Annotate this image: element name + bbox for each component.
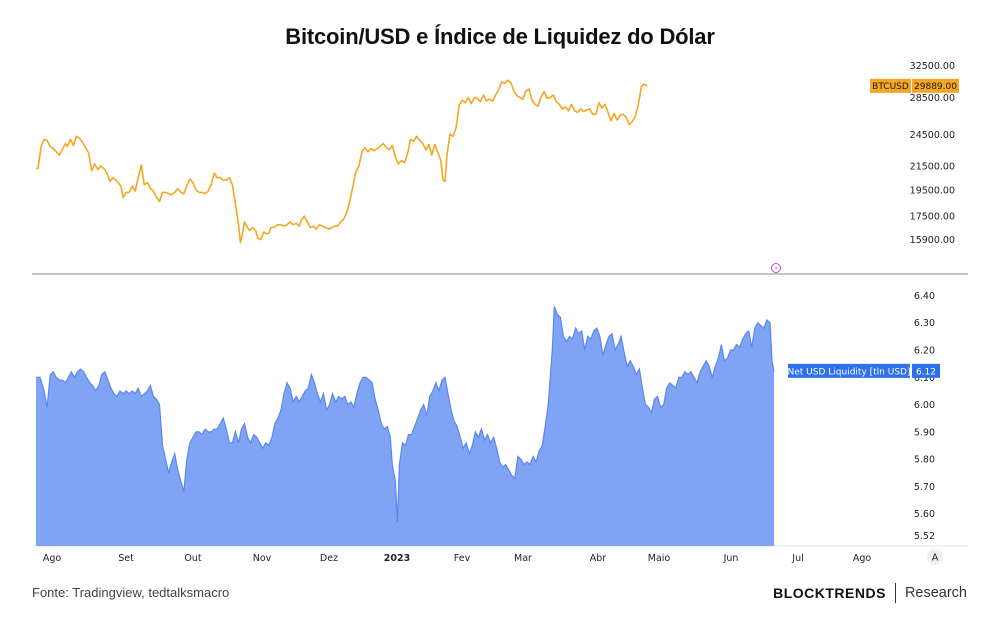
brand-name: BLOCKTRENDS: [773, 585, 886, 601]
source-note: Fonte: Tradingview, tedtalksmacro: [32, 585, 230, 600]
btc-y-tick-label: 15900.00: [910, 235, 955, 246]
x-tick-label: Out: [184, 553, 201, 564]
btc-series-tag: [870, 78, 911, 93]
brand-separator: [894, 583, 896, 603]
chart-title: Bitcoin/USD e Índice de Liquidez do Dóla…: [285, 24, 715, 49]
btc-y-tick-label: 32500.00: [910, 61, 955, 72]
x-tick-label: Dez: [320, 553, 338, 564]
btc-last-value: 29889.00: [914, 82, 957, 92]
brand-unit: Research: [904, 585, 967, 601]
liquidity-area: [36, 306, 774, 546]
btc-y-tick-label: 28500.00: [910, 93, 955, 104]
btc-y-tick-label: 17500.00: [910, 212, 955, 223]
liquidity-series-name: Net USD Liquidity [tln USD]: [788, 367, 911, 377]
x-tick-label: Maio: [648, 553, 671, 564]
auto-scale-label: A: [932, 553, 939, 564]
liquidity-line: [36, 306, 775, 522]
liquidity-y-tick-label: 5.60: [914, 509, 935, 520]
btc-last-value-tag: [912, 78, 959, 93]
x-tick-label: 2023: [384, 553, 410, 564]
liquidity-y-tick-label: 6.30: [914, 318, 935, 329]
liquidity-y-tick-label: 5.90: [914, 427, 935, 438]
x-tick-label: Ago: [853, 553, 872, 564]
liquidity-y-tick-label: 5.70: [914, 482, 935, 493]
x-tick-label: Abr: [590, 553, 607, 564]
flash-icon: [774, 265, 778, 271]
auto-scale-button[interactable]: [927, 549, 943, 565]
x-tick-label: Jun: [723, 553, 739, 564]
x-tick-label: Fev: [454, 553, 471, 564]
x-tick-label: Ago: [43, 553, 62, 564]
btc-price-line: [36, 79, 648, 244]
btc-y-tick-label: 21500.00: [910, 162, 955, 173]
liquidity-y-tick-label: 6.40: [914, 291, 935, 302]
btc-y-tick-label: 24500.00: [910, 130, 955, 141]
liquidity-y-tick-label: 6.10: [914, 373, 935, 384]
x-tick-label: Nov: [253, 553, 272, 564]
liquidity-y-tick-label: 5.80: [914, 455, 935, 466]
brand-logo: BLOCKTRENDS Research: [773, 583, 967, 603]
x-tick-label: Set: [118, 553, 134, 564]
btc-series-name: BTCUSD: [872, 82, 909, 92]
btc-y-tick-label: 19500.00: [910, 185, 955, 196]
liquidity-y-tick-label: 6.20: [914, 346, 935, 357]
x-tick-label: Mar: [514, 553, 532, 564]
liquidity-last-value: 6.12: [916, 367, 936, 377]
liquidity-y-tick-label: 5.52: [914, 531, 935, 542]
liquidity-last-value-tag: [912, 363, 940, 378]
liquidity-y-tick-label: 6.00: [914, 400, 935, 411]
x-tick-label: Jul: [791, 553, 803, 564]
liquidity-series-tag: [788, 363, 910, 378]
